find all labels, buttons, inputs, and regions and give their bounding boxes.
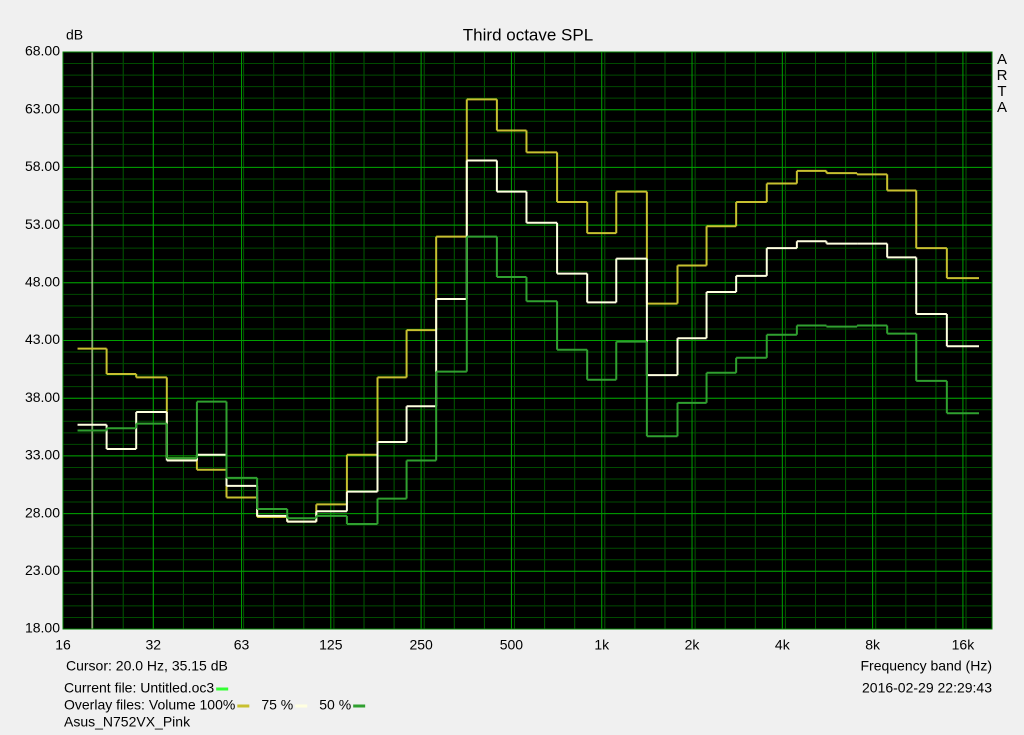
x-tick-label: 8k bbox=[865, 637, 881, 653]
x-tick-label: 4k bbox=[775, 637, 791, 653]
y-tick-label: 18.00 bbox=[25, 620, 60, 636]
brand-letter: R bbox=[997, 67, 1008, 84]
x-tick-label: 125 bbox=[319, 637, 343, 653]
current-file: Current file: Untitled.oc3 bbox=[64, 680, 214, 696]
y-tick-label: 53.00 bbox=[25, 216, 60, 232]
x-axis-label: Frequency band (Hz) bbox=[860, 658, 992, 674]
brand-letter: A bbox=[997, 99, 1007, 116]
y-tick-label: 48.00 bbox=[25, 274, 60, 290]
x-tick-label: 16k bbox=[952, 637, 976, 653]
x-tick-label: 250 bbox=[409, 637, 433, 653]
y-tick-label: 28.00 bbox=[25, 504, 60, 520]
brand-letter: A bbox=[997, 51, 1007, 68]
chart-title: Third octave SPL bbox=[463, 25, 593, 44]
y-axis-label: dB bbox=[66, 27, 83, 43]
y-tick-label: 43.00 bbox=[25, 331, 60, 347]
y-tick-label: 38.00 bbox=[25, 389, 60, 405]
series bbox=[77, 235, 980, 525]
cursor-readout: Cursor: 20.0 Hz, 35.15 dB bbox=[66, 658, 228, 674]
legend-label: 50 % bbox=[319, 697, 351, 713]
measurement-name: Asus_N752VX_Pink bbox=[64, 714, 191, 730]
brand-letter: T bbox=[997, 83, 1006, 100]
overlay-label: Overlay files: bbox=[64, 697, 145, 713]
x-tick-label: 2k bbox=[685, 637, 701, 653]
x-tick-label: 1k bbox=[594, 637, 610, 653]
plot-frame bbox=[62, 51, 993, 630]
timestamp: 2016-02-29 22:29:43 bbox=[862, 680, 992, 696]
x-tick-label: 16 bbox=[55, 637, 71, 653]
x-tick-label: 32 bbox=[146, 637, 162, 653]
y-tick-label: 63.00 bbox=[25, 100, 60, 116]
legend-label: 75 % bbox=[261, 697, 293, 713]
y-tick-label: 33.00 bbox=[25, 447, 60, 463]
x-tick-label: 500 bbox=[500, 637, 524, 653]
x-tick-label: 63 bbox=[234, 637, 250, 653]
y-tick-label: 23.00 bbox=[25, 562, 60, 578]
y-tick-label: 58.00 bbox=[25, 158, 60, 174]
legend-label: Volume 100% bbox=[149, 697, 235, 713]
y-tick-label: 68.00 bbox=[25, 43, 60, 59]
